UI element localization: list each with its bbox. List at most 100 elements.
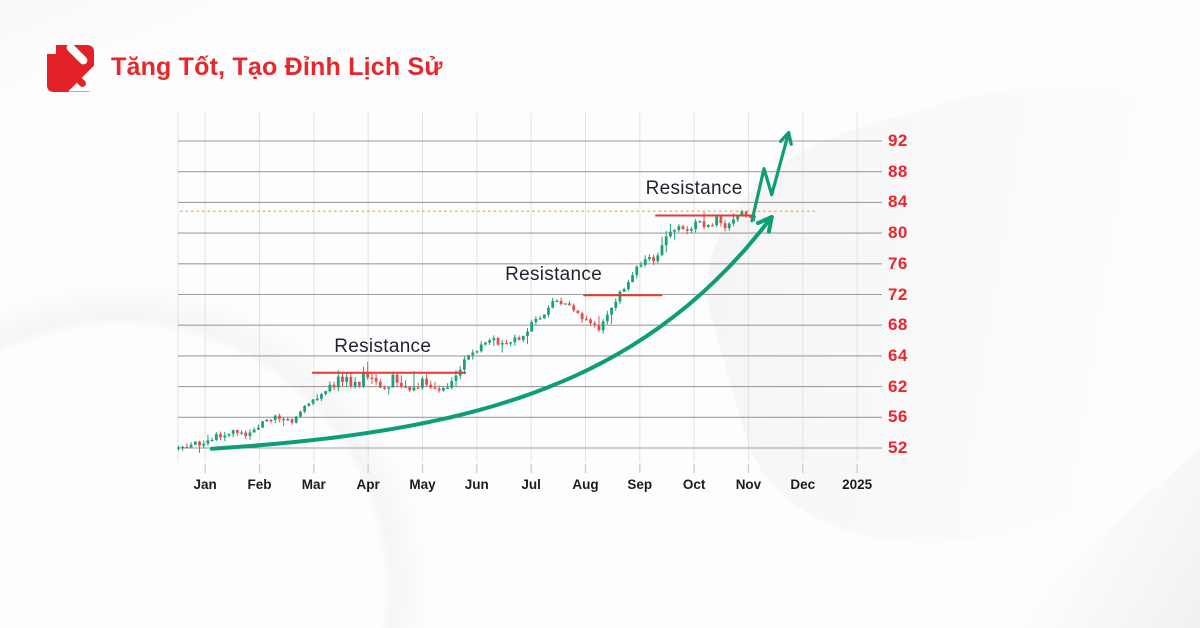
brand-logo-icon	[47, 44, 94, 92]
candle-body	[509, 342, 513, 344]
y-axis-label: 56	[888, 407, 908, 427]
candle-body	[521, 336, 525, 340]
candle-body	[332, 384, 336, 388]
x-axis-label: Mar	[301, 477, 326, 492]
candle-body	[572, 305, 576, 311]
x-axis-label: Dec	[790, 477, 816, 492]
candle-body	[732, 219, 735, 224]
resistance-label: Resistance	[505, 264, 603, 286]
candle-body	[626, 282, 630, 290]
candle-body	[479, 344, 483, 352]
candle-body	[345, 376, 349, 383]
candle-body	[185, 446, 189, 449]
candle-body	[193, 441, 197, 445]
candle-body	[429, 384, 433, 388]
candle-body	[492, 338, 496, 341]
candle-body	[387, 387, 391, 389]
candle-body	[454, 375, 458, 381]
candle-body	[711, 225, 714, 227]
candle-body	[618, 291, 622, 302]
candle-body	[610, 307, 613, 315]
candle-body	[206, 440, 210, 444]
candle-body	[383, 387, 386, 389]
candle-body	[244, 432, 248, 437]
candle-body	[601, 321, 605, 331]
candle-body	[660, 245, 664, 256]
candle-body	[706, 225, 710, 227]
x-axis-label: Sep	[627, 477, 653, 492]
candle-body	[441, 388, 445, 391]
candle-body	[513, 337, 517, 343]
candle-body	[677, 226, 681, 230]
y-axis-label: 76	[888, 253, 908, 273]
candle-body	[702, 221, 706, 227]
candle-body	[433, 387, 437, 389]
x-axis-label: 2025	[842, 477, 873, 492]
candle-body	[723, 223, 727, 229]
x-axis-label: Feb	[247, 477, 272, 492]
header: Tăng Tốt, Tạo Đỉnh Lịch Sử	[47, 44, 443, 92]
candle-body	[265, 419, 269, 422]
candle-body	[416, 387, 420, 389]
candle-body	[269, 419, 273, 422]
candle-body	[299, 411, 302, 417]
candle-body	[685, 228, 689, 231]
candle-body	[488, 340, 492, 343]
x-axis-label: Oct	[682, 477, 706, 492]
candle-body	[177, 447, 180, 449]
candle-body	[349, 376, 353, 387]
candle-body	[744, 211, 748, 217]
candle-body	[320, 394, 323, 399]
candle-body	[664, 236, 668, 246]
candle-body	[282, 418, 286, 421]
candle-body	[748, 216, 752, 218]
y-axis-label: 84	[888, 192, 908, 212]
breakout-zigzag-arrow	[750, 131, 791, 223]
candle-body	[420, 378, 424, 388]
candle-body	[643, 259, 647, 265]
candle-body	[690, 228, 693, 231]
candle-body	[681, 226, 685, 229]
candle-body	[517, 337, 521, 340]
candle-body	[622, 289, 626, 292]
candle-body	[324, 391, 328, 395]
candle-body	[471, 352, 475, 356]
candle-body	[576, 310, 580, 314]
candle-body	[336, 376, 340, 388]
y-axis-label: 80	[888, 223, 908, 243]
candle-body	[500, 343, 504, 345]
candle-body	[673, 229, 677, 232]
candle-body	[580, 313, 584, 320]
candle-body	[425, 378, 428, 385]
candle-body	[639, 264, 643, 267]
candle-body	[256, 427, 260, 430]
trend-arrow-curve	[209, 215, 774, 451]
candle-body	[614, 301, 618, 308]
candle-body	[462, 359, 466, 370]
candle-body	[303, 405, 307, 412]
candle-body	[669, 231, 672, 237]
candle-body	[584, 319, 588, 321]
candle-body	[589, 319, 592, 324]
candle-body	[559, 300, 563, 305]
candle-body	[219, 434, 222, 438]
candle-body	[278, 415, 281, 419]
candle-body	[290, 419, 294, 423]
candle-body	[227, 433, 231, 436]
candle-body	[555, 300, 559, 303]
y-axis-label: 68	[888, 315, 908, 335]
x-axis-label: May	[409, 477, 436, 492]
x-axis-label: Apr	[356, 477, 380, 492]
candle-body	[252, 429, 256, 433]
candle-body	[408, 386, 412, 391]
candle-body	[593, 323, 597, 325]
candle-body	[181, 446, 185, 449]
candle-body	[248, 432, 252, 437]
candle-body	[719, 216, 723, 224]
candle-body	[534, 318, 538, 322]
candle-body	[374, 377, 378, 382]
y-axis-label: 52	[888, 438, 908, 457]
